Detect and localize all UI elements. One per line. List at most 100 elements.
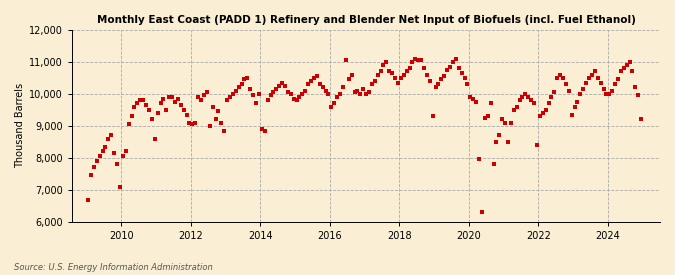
- Point: [283, 90, 294, 95]
- Point: [508, 108, 519, 112]
- Point: [413, 58, 424, 62]
- Point: [479, 116, 490, 120]
- Point: [288, 97, 299, 101]
- Point: [193, 95, 204, 99]
- Point: [256, 127, 267, 131]
- Point: [445, 65, 456, 69]
- Point: [595, 81, 606, 85]
- Point: [580, 81, 591, 85]
- Point: [265, 93, 276, 98]
- Point: [535, 114, 545, 119]
- Point: [227, 92, 238, 96]
- Point: [340, 58, 351, 62]
- Point: [384, 69, 395, 74]
- Point: [558, 76, 568, 80]
- Point: [306, 79, 317, 83]
- Point: [430, 85, 441, 90]
- Point: [95, 154, 105, 158]
- Point: [470, 100, 481, 104]
- Point: [607, 89, 618, 93]
- Point: [201, 90, 212, 95]
- Point: [100, 144, 111, 149]
- Point: [308, 76, 319, 80]
- Point: [517, 95, 528, 99]
- Point: [317, 85, 328, 90]
- Point: [140, 103, 151, 107]
- Point: [531, 143, 542, 147]
- Point: [178, 108, 189, 112]
- Point: [375, 69, 386, 74]
- Point: [389, 76, 400, 80]
- Point: [360, 92, 371, 96]
- Point: [221, 98, 232, 103]
- Point: [129, 104, 140, 109]
- Point: [155, 101, 166, 106]
- Point: [167, 95, 178, 99]
- Point: [555, 73, 566, 77]
- Point: [387, 71, 398, 75]
- Point: [311, 74, 322, 78]
- Point: [234, 85, 244, 90]
- Point: [358, 87, 369, 91]
- Point: [549, 90, 560, 95]
- Point: [355, 92, 366, 96]
- Point: [543, 101, 554, 106]
- Point: [187, 122, 198, 127]
- Point: [144, 108, 155, 112]
- Point: [335, 92, 346, 96]
- Point: [537, 111, 548, 115]
- Point: [618, 66, 629, 70]
- Point: [103, 136, 114, 141]
- Point: [349, 90, 360, 95]
- Point: [593, 76, 603, 80]
- Point: [344, 77, 354, 82]
- Point: [610, 82, 620, 86]
- Point: [569, 104, 580, 109]
- Point: [271, 87, 281, 91]
- Point: [286, 92, 296, 96]
- Point: [526, 98, 537, 103]
- Point: [483, 114, 493, 119]
- Point: [511, 104, 522, 109]
- Point: [572, 100, 583, 104]
- Point: [494, 133, 505, 138]
- Point: [396, 76, 406, 80]
- Point: [459, 76, 470, 80]
- Point: [239, 77, 250, 82]
- Point: [450, 56, 461, 61]
- Point: [213, 109, 224, 114]
- Point: [109, 151, 119, 155]
- Point: [560, 82, 571, 86]
- Y-axis label: Thousand Barrels: Thousand Barrels: [15, 83, 25, 168]
- Point: [245, 87, 256, 91]
- Point: [621, 63, 632, 67]
- Point: [242, 76, 252, 80]
- Point: [248, 93, 259, 98]
- Point: [190, 120, 200, 125]
- Point: [219, 128, 230, 133]
- Point: [636, 117, 647, 122]
- Point: [613, 77, 624, 82]
- Point: [331, 95, 342, 99]
- Point: [268, 90, 279, 95]
- Point: [488, 162, 499, 166]
- Point: [263, 98, 273, 103]
- Point: [91, 159, 102, 163]
- Point: [164, 95, 175, 99]
- Point: [173, 97, 184, 101]
- Point: [184, 120, 195, 125]
- Point: [407, 60, 418, 64]
- Point: [474, 157, 485, 162]
- Point: [373, 73, 383, 77]
- Point: [546, 95, 557, 99]
- Point: [427, 114, 438, 119]
- Point: [329, 101, 340, 106]
- Point: [124, 122, 134, 127]
- Point: [106, 133, 117, 138]
- Point: [300, 89, 310, 93]
- Point: [416, 58, 427, 62]
- Point: [161, 108, 171, 112]
- Point: [225, 95, 236, 99]
- Point: [149, 136, 160, 141]
- Point: [297, 92, 308, 96]
